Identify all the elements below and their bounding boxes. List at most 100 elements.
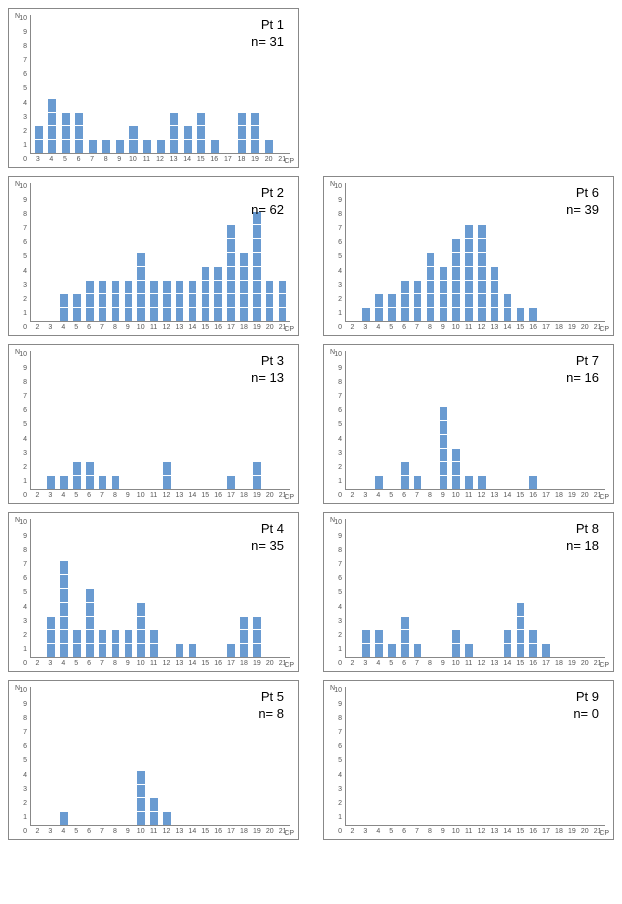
- y-tick: 1: [17, 142, 27, 149]
- panel-n: n= 16: [566, 370, 599, 387]
- x-tick: 15: [515, 660, 526, 667]
- x-tick: 4: [58, 492, 69, 499]
- bar: [129, 125, 137, 153]
- x-tick: 14: [187, 492, 198, 499]
- bar: [517, 602, 525, 657]
- bar-segment: [75, 125, 83, 139]
- grid-cell: [323, 8, 614, 168]
- x-tick: 11: [148, 828, 159, 835]
- bar-segment: [112, 643, 120, 657]
- bar-segment: [75, 112, 83, 126]
- bar-segment: [60, 307, 68, 321]
- y-tick: 1: [17, 814, 27, 821]
- bar-segment: [465, 266, 473, 280]
- x-tick: 6: [399, 324, 410, 331]
- bar-segment: [163, 307, 171, 321]
- plot-wrap: 23456789101112131415161718192021CP: [345, 687, 605, 835]
- x-tick: 8: [109, 492, 120, 499]
- bar-segment: [452, 266, 460, 280]
- x-tick: 18: [236, 156, 248, 163]
- bar-segment: [102, 139, 110, 153]
- chart-panel-pt2: Pt 2n= 62012345678910N234567891011121314…: [8, 176, 299, 336]
- bar-col: [239, 183, 250, 321]
- y-tick: 6: [332, 407, 342, 414]
- y-tick: 8: [17, 211, 27, 218]
- bar-segment: [150, 280, 158, 294]
- bar-segment: [125, 280, 133, 294]
- panel-n: n= 8: [258, 706, 284, 723]
- x-tick: 20: [264, 660, 275, 667]
- y-tick: 3: [332, 450, 342, 457]
- bar-segment: [452, 307, 460, 321]
- x-tick: 10: [450, 828, 461, 835]
- grid-cell: Pt 9n= 0012345678910N2345678910111213141…: [323, 680, 614, 840]
- y-tick: 7: [332, 393, 342, 400]
- bar-segment: [465, 252, 473, 266]
- bar-col: [72, 687, 83, 825]
- y-tick: 9: [17, 197, 27, 204]
- x-tick: 18: [554, 828, 565, 835]
- x-tick: 11: [463, 492, 474, 499]
- y-tick: 8: [17, 715, 27, 722]
- x-tick: 15: [200, 324, 211, 331]
- y-axis: 012345678910N: [332, 351, 345, 499]
- bar-col: [200, 183, 211, 321]
- panel-title: Pt 3: [251, 353, 284, 370]
- bar: [99, 280, 107, 321]
- bar-segment: [116, 139, 124, 153]
- x-tick: 5: [71, 660, 82, 667]
- bar-segment: [150, 293, 158, 307]
- bar-col: [84, 183, 95, 321]
- y-tick: 9: [17, 365, 27, 372]
- y-tick: 4: [17, 436, 27, 443]
- x-tick: 8: [424, 492, 435, 499]
- chart-panel-pt6: Pt 6n= 39012345678910N234567891011121314…: [323, 176, 614, 336]
- bar: [266, 280, 274, 321]
- x-tick: 4: [58, 660, 69, 667]
- y-axis-label: N: [15, 181, 20, 188]
- bar-col: [97, 519, 108, 657]
- x-tick: 17: [226, 324, 237, 331]
- bar: [211, 139, 219, 153]
- bar: [86, 588, 94, 657]
- bar-col: [438, 351, 449, 489]
- bar: [73, 293, 81, 321]
- bar-segment: [401, 643, 409, 657]
- y-tick: 0: [17, 156, 27, 163]
- bar: [99, 475, 107, 489]
- empty-cell: [323, 8, 614, 168]
- bar-segment: [504, 629, 512, 643]
- y-axis: 012345678910N: [332, 183, 345, 331]
- bar-col: [149, 519, 160, 657]
- y-tick: 4: [332, 604, 342, 611]
- bar-segment: [137, 280, 145, 294]
- bar-col: [399, 519, 410, 657]
- panel-n: n= 0: [573, 706, 599, 723]
- chart-body: 012345678910N234567891011121314151617181…: [17, 519, 290, 667]
- bar-col: [174, 351, 185, 489]
- bar: [465, 224, 473, 321]
- x-tick: 13: [174, 492, 185, 499]
- bar-segment: [240, 307, 248, 321]
- chart-panel-pt7: Pt 7n= 16012345678910N234567891011121314…: [323, 344, 614, 504]
- bar-segment: [452, 252, 460, 266]
- y-tick: 6: [332, 575, 342, 582]
- bar-segment: [240, 252, 248, 266]
- bar-segment: [375, 643, 383, 657]
- panel-n: n= 35: [251, 538, 284, 555]
- panel-n: n= 18: [566, 538, 599, 555]
- bar-col: [226, 519, 237, 657]
- bar: [163, 461, 171, 489]
- bar-segment: [401, 475, 409, 489]
- bar: [440, 406, 448, 489]
- bar-col: [60, 15, 72, 153]
- x-tick: 15: [515, 324, 526, 331]
- x-tick: 13: [174, 828, 185, 835]
- bar-segment: [150, 811, 158, 825]
- y-tick: 0: [17, 828, 27, 835]
- bar-col: [46, 687, 57, 825]
- bar-col: [123, 351, 134, 489]
- bar-segment: [184, 125, 192, 139]
- y-tick: 8: [332, 715, 342, 722]
- y-tick: 3: [332, 282, 342, 289]
